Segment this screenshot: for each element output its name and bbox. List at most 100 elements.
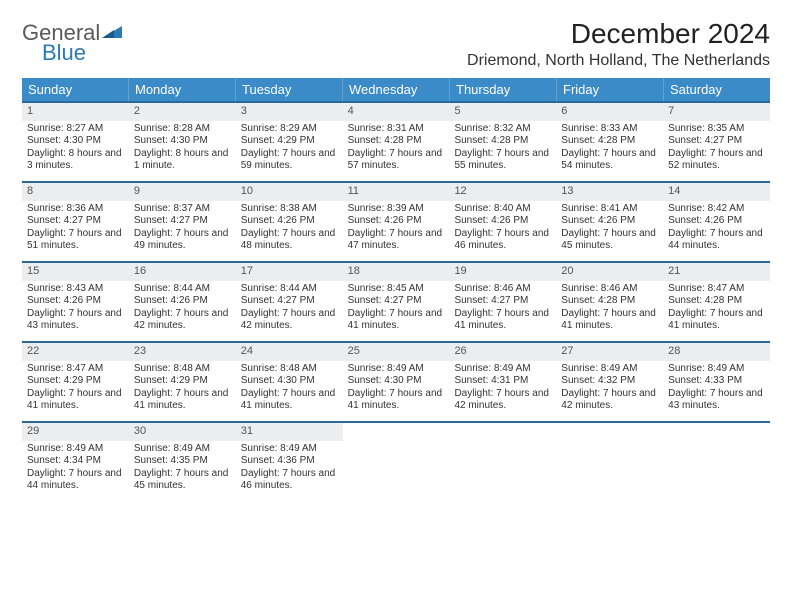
day-cell: 4Sunrise: 8:31 AMSunset: 4:28 PMDaylight… <box>343 103 450 181</box>
day-cell: 24Sunrise: 8:48 AMSunset: 4:30 PMDayligh… <box>236 343 343 421</box>
day-number: 30 <box>129 423 236 441</box>
day-number: 20 <box>556 263 663 281</box>
header: General Blue December 2024 Driemond, Nor… <box>22 18 770 70</box>
sunrise-line: Sunrise: 8:38 AM <box>241 203 338 216</box>
daylight-line: Daylight: 8 hours and 3 minutes. <box>27 148 124 173</box>
day-number: 4 <box>343 103 450 121</box>
sunset-line: Sunset: 4:31 PM <box>454 375 551 388</box>
day-cell: 27Sunrise: 8:49 AMSunset: 4:32 PMDayligh… <box>556 343 663 421</box>
daylight-line: Daylight: 7 hours and 42 minutes. <box>241 308 338 333</box>
day-number: 2 <box>129 103 236 121</box>
day-cell: 6Sunrise: 8:33 AMSunset: 4:28 PMDaylight… <box>556 103 663 181</box>
day-number: 1 <box>22 103 129 121</box>
day-number: 25 <box>343 343 450 361</box>
sunrise-line: Sunrise: 8:49 AM <box>27 443 124 456</box>
sunrise-line: Sunrise: 8:32 AM <box>454 123 551 136</box>
sunrise-line: Sunrise: 8:44 AM <box>241 283 338 296</box>
sunrise-line: Sunrise: 8:49 AM <box>454 363 551 376</box>
day-number: 17 <box>236 263 343 281</box>
day-body: Sunrise: 8:49 AMSunset: 4:36 PMDaylight:… <box>236 441 343 497</box>
sunrise-line: Sunrise: 8:46 AM <box>561 283 658 296</box>
day-number: 14 <box>663 183 770 201</box>
sunrise-line: Sunrise: 8:29 AM <box>241 123 338 136</box>
sunset-line: Sunset: 4:28 PM <box>454 135 551 148</box>
calendar-page: General Blue December 2024 Driemond, Nor… <box>0 0 792 501</box>
daylight-line: Daylight: 7 hours and 45 minutes. <box>134 468 231 493</box>
day-cell <box>449 423 556 501</box>
sunrise-line: Sunrise: 8:46 AM <box>454 283 551 296</box>
day-body: Sunrise: 8:49 AMSunset: 4:31 PMDaylight:… <box>449 361 556 417</box>
sunset-line: Sunset: 4:30 PM <box>134 135 231 148</box>
daylight-line: Daylight: 7 hours and 41 minutes. <box>241 388 338 413</box>
sunset-line: Sunset: 4:28 PM <box>561 295 658 308</box>
brand-logo: General Blue <box>22 18 122 64</box>
daylight-line: Daylight: 7 hours and 42 minutes. <box>454 388 551 413</box>
daylight-line: Daylight: 7 hours and 46 minutes. <box>454 228 551 253</box>
day-body: Sunrise: 8:40 AMSunset: 4:26 PMDaylight:… <box>449 201 556 257</box>
daylight-line: Daylight: 7 hours and 46 minutes. <box>241 468 338 493</box>
sunset-line: Sunset: 4:26 PM <box>668 215 765 228</box>
day-cell: 30Sunrise: 8:49 AMSunset: 4:35 PMDayligh… <box>129 423 236 501</box>
daylight-line: Daylight: 7 hours and 42 minutes. <box>134 308 231 333</box>
day-body: Sunrise: 8:35 AMSunset: 4:27 PMDaylight:… <box>663 121 770 177</box>
sunrise-line: Sunrise: 8:48 AM <box>241 363 338 376</box>
month-title: December 2024 <box>467 18 770 50</box>
daylight-line: Daylight: 7 hours and 52 minutes. <box>668 148 765 173</box>
week-row: 8Sunrise: 8:36 AMSunset: 4:27 PMDaylight… <box>22 181 770 261</box>
daylight-line: Daylight: 7 hours and 43 minutes. <box>668 388 765 413</box>
sunset-line: Sunset: 4:26 PM <box>561 215 658 228</box>
day-number: 18 <box>343 263 450 281</box>
sunrise-line: Sunrise: 8:27 AM <box>27 123 124 136</box>
week-row: 15Sunrise: 8:43 AMSunset: 4:26 PMDayligh… <box>22 261 770 341</box>
weekday-header: Wednesday <box>343 78 450 101</box>
day-cell: 9Sunrise: 8:37 AMSunset: 4:27 PMDaylight… <box>129 183 236 261</box>
day-cell <box>556 423 663 501</box>
day-body: Sunrise: 8:28 AMSunset: 4:30 PMDaylight:… <box>129 121 236 177</box>
sunrise-line: Sunrise: 8:49 AM <box>134 443 231 456</box>
day-cell: 12Sunrise: 8:40 AMSunset: 4:26 PMDayligh… <box>449 183 556 261</box>
sunrise-line: Sunrise: 8:49 AM <box>668 363 765 376</box>
day-cell: 18Sunrise: 8:45 AMSunset: 4:27 PMDayligh… <box>343 263 450 341</box>
sunrise-line: Sunrise: 8:42 AM <box>668 203 765 216</box>
sunrise-line: Sunrise: 8:41 AM <box>561 203 658 216</box>
day-body: Sunrise: 8:32 AMSunset: 4:28 PMDaylight:… <box>449 121 556 177</box>
day-cell <box>663 423 770 501</box>
weekday-header: Thursday <box>450 78 557 101</box>
sunset-line: Sunset: 4:34 PM <box>27 455 124 468</box>
sunrise-line: Sunrise: 8:43 AM <box>27 283 124 296</box>
sunset-line: Sunset: 4:27 PM <box>241 295 338 308</box>
day-body: Sunrise: 8:29 AMSunset: 4:29 PMDaylight:… <box>236 121 343 177</box>
day-body: Sunrise: 8:45 AMSunset: 4:27 PMDaylight:… <box>343 281 450 337</box>
sunset-line: Sunset: 4:26 PM <box>134 295 231 308</box>
day-body: Sunrise: 8:49 AMSunset: 4:33 PMDaylight:… <box>663 361 770 417</box>
sunrise-line: Sunrise: 8:33 AM <box>561 123 658 136</box>
sunrise-line: Sunrise: 8:44 AM <box>134 283 231 296</box>
daylight-line: Daylight: 7 hours and 41 minutes. <box>348 388 445 413</box>
sunrise-line: Sunrise: 8:39 AM <box>348 203 445 216</box>
sunset-line: Sunset: 4:28 PM <box>561 135 658 148</box>
sunrise-line: Sunrise: 8:28 AM <box>134 123 231 136</box>
day-body: Sunrise: 8:33 AMSunset: 4:28 PMDaylight:… <box>556 121 663 177</box>
day-body: Sunrise: 8:47 AMSunset: 4:28 PMDaylight:… <box>663 281 770 337</box>
day-body: Sunrise: 8:49 AMSunset: 4:30 PMDaylight:… <box>343 361 450 417</box>
sunset-line: Sunset: 4:27 PM <box>134 215 231 228</box>
weekday-header: Monday <box>129 78 236 101</box>
daylight-line: Daylight: 7 hours and 57 minutes. <box>348 148 445 173</box>
daylight-line: Daylight: 7 hours and 59 minutes. <box>241 148 338 173</box>
day-body: Sunrise: 8:46 AMSunset: 4:28 PMDaylight:… <box>556 281 663 337</box>
day-number: 21 <box>663 263 770 281</box>
daylight-line: Daylight: 7 hours and 43 minutes. <box>27 308 124 333</box>
daylight-line: Daylight: 7 hours and 41 minutes. <box>454 308 551 333</box>
day-body: Sunrise: 8:44 AMSunset: 4:27 PMDaylight:… <box>236 281 343 337</box>
day-cell: 26Sunrise: 8:49 AMSunset: 4:31 PMDayligh… <box>449 343 556 421</box>
weekday-header: Tuesday <box>236 78 343 101</box>
day-number: 28 <box>663 343 770 361</box>
day-number: 7 <box>663 103 770 121</box>
weekday-header: Sunday <box>22 78 129 101</box>
day-number: 27 <box>556 343 663 361</box>
day-number: 22 <box>22 343 129 361</box>
sunrise-line: Sunrise: 8:47 AM <box>27 363 124 376</box>
week-row: 29Sunrise: 8:49 AMSunset: 4:34 PMDayligh… <box>22 421 770 501</box>
day-number: 23 <box>129 343 236 361</box>
sunset-line: Sunset: 4:27 PM <box>454 295 551 308</box>
